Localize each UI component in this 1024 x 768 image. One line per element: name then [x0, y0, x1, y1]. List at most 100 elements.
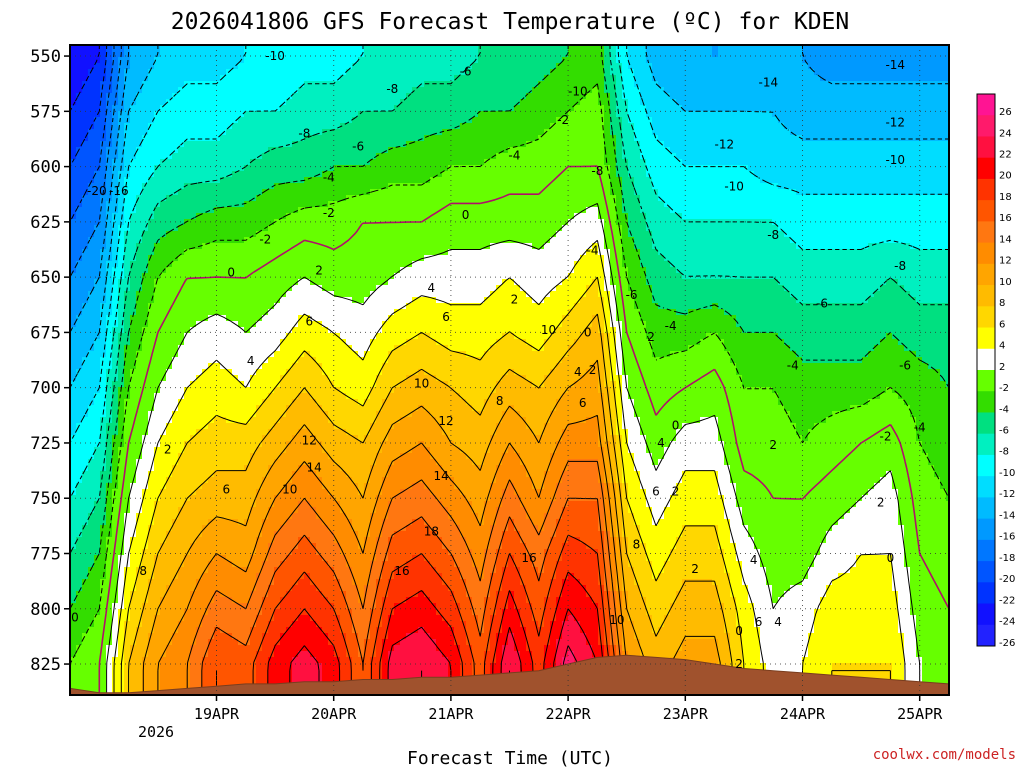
- field-cell: [262, 51, 269, 58]
- field-cell: [94, 345, 101, 352]
- field-cell: [172, 231, 179, 238]
- field-cell: [292, 297, 299, 304]
- field-cell: [208, 339, 215, 346]
- field-cell: [316, 285, 323, 292]
- field-cell: [154, 357, 161, 364]
- field-cell: [340, 297, 347, 304]
- field-cell: [184, 549, 191, 556]
- field-cell: [304, 231, 311, 238]
- field-cell: [136, 315, 143, 322]
- field-cell: [184, 231, 191, 238]
- field-cell: [118, 123, 125, 130]
- field-cell: [292, 489, 299, 496]
- field-cell: [322, 627, 329, 634]
- field-cell: [76, 279, 83, 286]
- field-cell: [166, 237, 173, 244]
- field-cell: [334, 393, 341, 400]
- field-cell: [148, 621, 155, 628]
- field-cell: [166, 117, 173, 124]
- field-cell: [124, 597, 131, 604]
- field-cell: [286, 549, 293, 556]
- field-cell: [268, 141, 275, 148]
- field-cell: [166, 447, 173, 454]
- field-cell: [292, 477, 299, 484]
- field-cell: [304, 399, 311, 406]
- field-cell: [244, 51, 251, 58]
- field-cell: [286, 345, 293, 352]
- field-cell: [142, 339, 149, 346]
- field-cell: [130, 405, 137, 412]
- field-cell: [274, 387, 281, 394]
- field-cell: [268, 645, 275, 652]
- field-cell: [94, 663, 101, 670]
- field-cell: [124, 657, 131, 664]
- field-cell: [280, 57, 287, 64]
- field-cell: [154, 189, 161, 196]
- field-cell: [328, 177, 335, 184]
- field-cell: [244, 177, 251, 184]
- field-cell: [328, 675, 335, 682]
- field-cell: [274, 351, 281, 358]
- field-cell: [292, 189, 299, 196]
- field-cell: [328, 81, 335, 88]
- field-cell: [94, 159, 101, 166]
- field-cell: [232, 147, 239, 154]
- field-cell: [190, 171, 197, 178]
- field-cell: [268, 585, 275, 592]
- field-cell: [160, 531, 167, 538]
- field-cell: [160, 453, 167, 460]
- field-cell: [184, 381, 191, 388]
- field-cell: [256, 171, 263, 178]
- field-cell: [70, 135, 77, 142]
- field-cell: [256, 591, 263, 598]
- field-cell: [160, 633, 167, 640]
- field-cell: [184, 369, 191, 376]
- field-cell: [292, 675, 299, 682]
- field-cell: [190, 93, 197, 100]
- field-cell: [184, 525, 191, 532]
- field-cell: [178, 495, 185, 502]
- field-cell: [214, 633, 221, 640]
- field-cell: [160, 591, 167, 598]
- field-cell: [70, 513, 77, 520]
- field-cell: [262, 345, 269, 352]
- field-cell: [154, 231, 161, 238]
- field-cell: [94, 597, 101, 604]
- field-cell: [136, 651, 143, 658]
- field-cell: [262, 651, 269, 658]
- field-cell: [166, 69, 173, 76]
- field-cell: [76, 561, 83, 568]
- field-cell: [172, 549, 179, 556]
- field-cell: [280, 141, 287, 148]
- field-cell: [340, 543, 347, 550]
- field-cell: [262, 597, 269, 604]
- field-cell: [166, 231, 173, 238]
- field-cell: [316, 279, 323, 286]
- field-cell: [220, 45, 227, 52]
- field-cell: [94, 447, 101, 454]
- field-cell: [70, 573, 77, 580]
- field-cell: [226, 519, 233, 526]
- field-cell: [100, 147, 107, 154]
- field-cell: [220, 567, 227, 574]
- field-cell: [322, 537, 329, 544]
- field-cell: [310, 309, 317, 316]
- field-cell: [274, 441, 281, 448]
- field-cell: [214, 657, 221, 664]
- field-cell: [82, 435, 89, 442]
- field-cell: [118, 279, 125, 286]
- field-cell: [256, 57, 263, 64]
- field-cell: [226, 459, 233, 466]
- field-cell: [286, 45, 293, 52]
- field-cell: [190, 663, 197, 670]
- field-cell: [256, 663, 263, 670]
- field-cell: [280, 237, 287, 244]
- field-cell: [220, 429, 227, 436]
- field-cell: [334, 627, 341, 634]
- field-cell: [286, 657, 293, 664]
- field-cell: [208, 147, 215, 154]
- field-cell: [250, 189, 257, 196]
- field-cell: [208, 309, 215, 316]
- field-cell: [322, 591, 329, 598]
- field-cell: [202, 273, 209, 280]
